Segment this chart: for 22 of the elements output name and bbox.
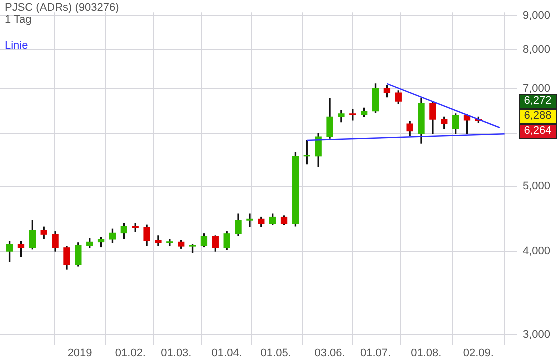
x-tick-label: 02.09. <box>463 348 494 360</box>
x-tick-label: 03.06. <box>314 348 346 360</box>
y-tick-label: 8,000 <box>523 44 551 56</box>
text: 6,288 <box>519 109 557 124</box>
x-tick-label: 01.07. <box>360 348 392 360</box>
x-tick-label: 01.08. <box>411 348 442 360</box>
text: 6,264 <box>519 124 557 139</box>
candlestick <box>246 214 254 228</box>
x-tick-label: 01.02. <box>115 348 146 360</box>
chart-subtitle: 1 Tag <box>5 14 32 26</box>
x-tick-label: 2019 <box>68 348 92 360</box>
x-tick-label: 01.04. <box>212 348 242 360</box>
y-tick-label: 7,000 <box>523 82 551 95</box>
y-tick-label: 5,000 <box>523 180 551 193</box>
y-tick-label: 4,000 <box>523 246 551 258</box>
x-tick-label: 01.05. <box>260 348 292 360</box>
y-tick-label: 9,000 <box>523 10 551 22</box>
y-tick-label: 3,000 <box>523 329 551 342</box>
chart-title: PJSC (ADRs) (903276) <box>5 2 120 14</box>
annotation: Linie <box>5 40 28 52</box>
x-tick-label: 01.03. <box>161 348 192 360</box>
text: 6,272 <box>519 94 557 109</box>
